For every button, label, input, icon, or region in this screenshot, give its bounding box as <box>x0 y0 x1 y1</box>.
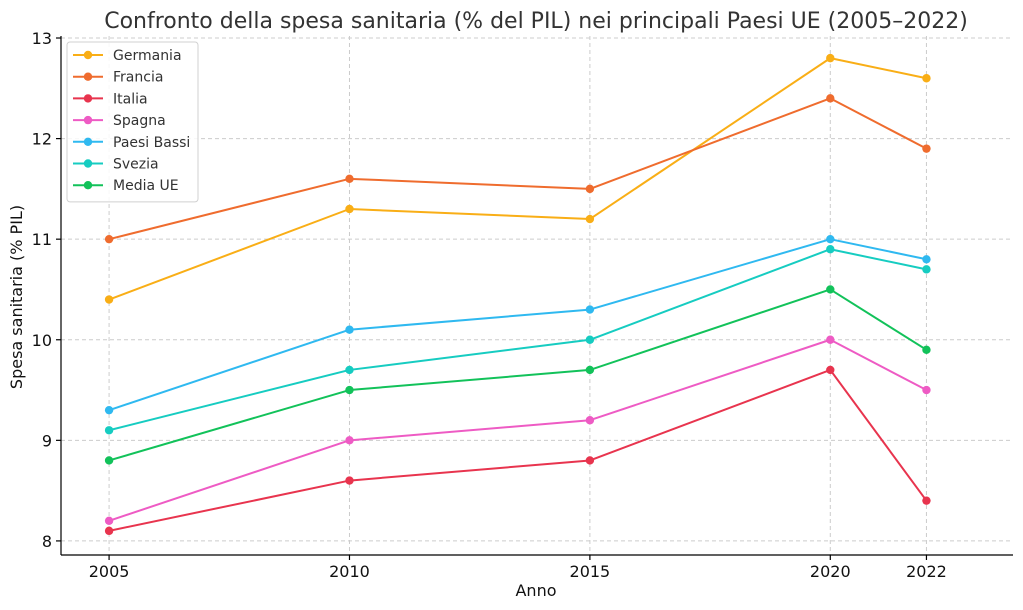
series-line <box>108 238 927 412</box>
data-point <box>826 285 835 294</box>
data-point <box>104 405 114 415</box>
data-point <box>345 174 354 184</box>
legend-item: Francia <box>73 70 163 86</box>
x-tick-label: 2015 <box>570 562 611 581</box>
series-germania <box>104 53 931 304</box>
series-line <box>108 57 927 301</box>
grid <box>61 36 1013 555</box>
series-line <box>108 97 927 241</box>
data-point <box>826 53 835 63</box>
y-tick-label: 11 <box>32 230 52 249</box>
data-point <box>922 496 931 505</box>
series-italia <box>104 365 931 536</box>
series-svezia <box>104 245 931 435</box>
y-tick-label: 13 <box>32 29 52 48</box>
data-point <box>345 385 354 395</box>
legend-marker <box>83 72 93 81</box>
legend-label: Spagna <box>113 113 166 129</box>
series-paesi-bassi <box>104 234 931 415</box>
data-point <box>585 214 595 224</box>
y-tick-label: 12 <box>32 130 52 149</box>
legend-label: Svezia <box>113 157 159 173</box>
x-tick-label: 2005 <box>89 562 130 581</box>
legend-label: Italia <box>113 91 148 107</box>
legend: Germania Francia Italia Spagna Paesi Bassi Sv… <box>66 41 199 203</box>
data-point <box>585 184 595 194</box>
data-point <box>826 335 835 344</box>
series-line <box>108 368 928 532</box>
legend-label: Francia <box>113 70 163 86</box>
legend-label: Media UE <box>113 178 179 194</box>
data-point <box>104 516 114 526</box>
legend-item: Germania <box>73 48 182 64</box>
series-media-ue <box>104 285 931 465</box>
data-point <box>345 436 354 445</box>
series-francia <box>104 94 931 244</box>
data-point <box>922 144 931 153</box>
legend-item: Paesi Bassi <box>73 135 190 151</box>
data-point <box>922 255 931 264</box>
data-point <box>104 426 114 435</box>
legend-item: Italia <box>73 91 148 107</box>
chart-title: Confronto della spesa sanitaria (% del P… <box>104 9 968 34</box>
tick-labels: 2005 2010 2015 2020 2022 8 9 10 11 12 13 <box>32 29 947 581</box>
data-point <box>826 365 835 375</box>
series-spagna <box>104 335 931 526</box>
x-tick-label: 2020 <box>810 562 851 581</box>
legend-item: Media UE <box>73 178 179 194</box>
data-point <box>585 456 595 465</box>
legend-label: Germania <box>113 48 182 64</box>
legend-marker <box>83 181 93 190</box>
data-point <box>585 335 595 344</box>
data-point <box>826 94 835 103</box>
data-point <box>104 234 114 244</box>
data-point <box>345 204 354 214</box>
data-point <box>826 234 835 244</box>
legend-marker <box>83 159 93 168</box>
y-tick-label: 8 <box>42 532 52 551</box>
x-tick-label: 2022 <box>906 562 947 581</box>
x-axis-label: Anno <box>515 581 556 600</box>
legend-item: Svezia <box>73 157 159 173</box>
data-point <box>922 385 931 395</box>
data-point <box>345 365 354 375</box>
series-lines <box>104 53 931 536</box>
data-point <box>345 325 354 334</box>
data-point <box>585 365 595 375</box>
legend-label: Paesi Bassi <box>113 135 190 151</box>
legend-item: Spagna <box>73 113 166 129</box>
y-tick-label: 10 <box>32 331 52 350</box>
data-point <box>104 456 114 465</box>
data-point <box>826 245 835 254</box>
data-point <box>922 74 931 83</box>
data-point <box>922 265 931 274</box>
legend-marker <box>83 137 93 146</box>
data-point <box>585 416 595 425</box>
legend-marker <box>83 50 93 60</box>
data-point <box>345 476 354 485</box>
legend-marker <box>83 94 93 103</box>
legend-box <box>66 41 199 203</box>
y-axis-label: Spesa sanitaria (% PIL) <box>7 205 26 389</box>
data-point <box>922 345 931 355</box>
legend-marker <box>83 115 93 125</box>
series-line <box>108 338 927 522</box>
data-point <box>104 526 114 536</box>
axes <box>56 36 1013 560</box>
y-tick-label: 9 <box>42 431 52 450</box>
data-point <box>104 295 114 304</box>
x-tick-label: 2010 <box>329 562 370 581</box>
data-point <box>585 305 595 314</box>
